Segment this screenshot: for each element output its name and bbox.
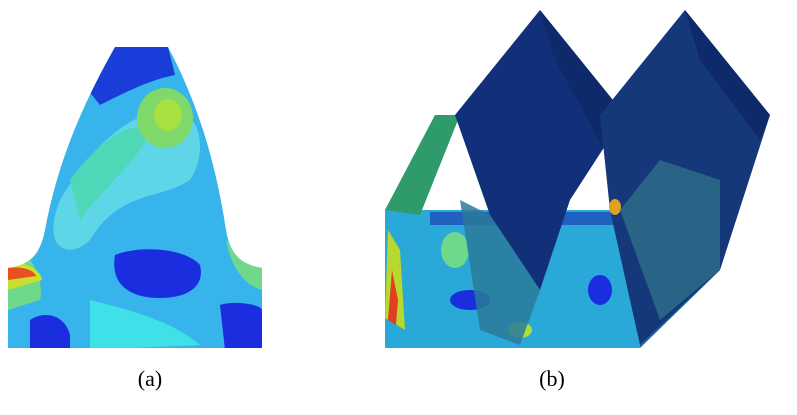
panel-label: (b) xyxy=(539,366,565,391)
panel-label: (a) xyxy=(138,366,162,391)
panel-b-image xyxy=(385,10,770,348)
panel-a-image xyxy=(8,47,262,348)
